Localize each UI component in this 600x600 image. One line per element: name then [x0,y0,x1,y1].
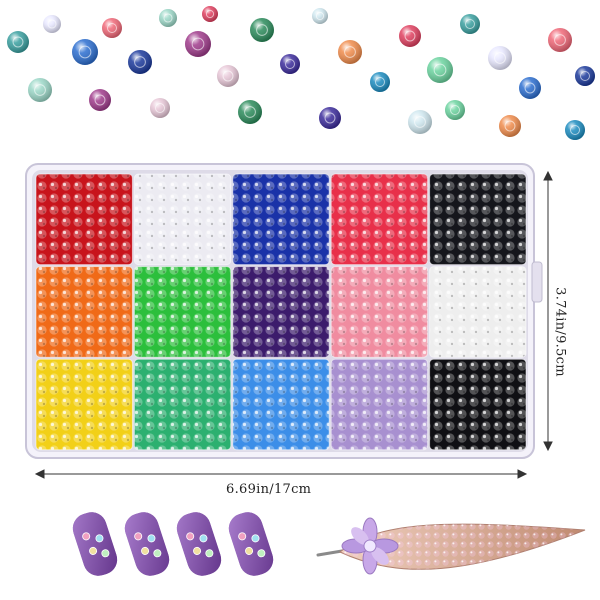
nail-sample [176,512,222,576]
loose-gem [519,77,541,99]
loose-gem [250,18,274,42]
loose-gem [128,50,152,74]
loose-gem [399,25,421,47]
compartment [232,358,330,451]
loose-gem [460,14,480,34]
compartment [429,266,527,358]
compartment [429,358,527,451]
compartment [35,173,133,266]
compartment [232,173,330,266]
compartment [35,266,133,358]
nail-sample [228,512,274,576]
loose-gem [575,66,595,86]
loose-gem [312,8,328,24]
loose-gem [102,18,122,38]
height-dimension-line [543,170,553,452]
loose-gem [338,40,362,64]
loose-gem [499,115,521,137]
width-dimension-line [34,469,528,479]
compartment [133,266,232,358]
compartment [232,266,330,358]
loose-gem [238,100,262,124]
compartment [35,358,133,451]
loose-gem [427,57,453,83]
loose-gem [89,89,111,111]
compartment [330,173,429,266]
loose-gem [445,100,465,120]
loose-gem [280,54,300,74]
loose-gem [43,15,61,33]
loose-gem [548,28,572,52]
compartment-grid [35,173,527,451]
loose-gem [370,72,390,92]
nail-sample [72,512,118,576]
loose-gem [319,107,341,129]
loose-gem [159,9,177,27]
width-dimension-label: 6.69in/17cm [226,482,312,497]
loose-gem [150,98,170,118]
compartment [133,358,232,451]
flower-ornament [341,517,399,575]
storage-box [25,163,543,459]
loose-gem [72,39,98,65]
loose-gem [565,120,585,140]
loose-gem [217,65,239,87]
hair-clip [316,517,586,575]
loose-gem [7,31,29,53]
compartment [133,173,232,266]
loose-gems-group [7,6,595,140]
nail-samples [72,512,274,576]
height-dimension-label: 3.74in/9.5cm [552,287,568,377]
compartment [330,266,429,358]
loose-gem [28,78,52,102]
loose-gem [488,46,512,70]
compartment [330,358,429,451]
loose-gem [185,31,211,57]
loose-gem [202,6,218,22]
nail-sample [124,512,170,576]
compartment [429,173,527,266]
loose-gem [408,110,432,134]
